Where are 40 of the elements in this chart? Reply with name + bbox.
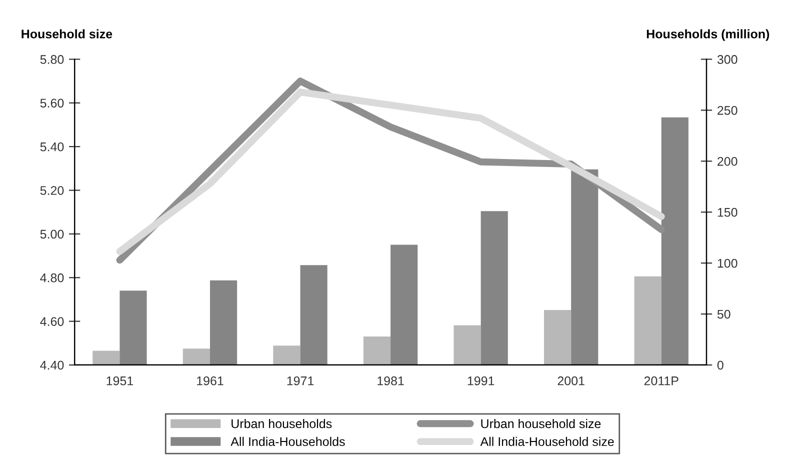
y2-tick-label: 300 <box>717 55 738 64</box>
x-tick-label: 1961 <box>197 376 224 386</box>
x-tick-label: 2001 <box>558 376 584 386</box>
y-axis-title: Household size <box>22 29 112 38</box>
y2-tick-label: 250 <box>718 106 738 115</box>
bar <box>634 276 662 365</box>
bar <box>92 350 120 365</box>
x-tick-label: 1981 <box>378 376 404 386</box>
legend-label: Urban households <box>232 418 332 428</box>
x-tick-label: 1971 <box>287 376 314 386</box>
bar <box>210 280 238 365</box>
y-tick-label: 5.40 <box>40 142 64 152</box>
bar <box>273 346 300 365</box>
x-tick-label: 1951 <box>106 376 134 386</box>
bar <box>300 265 328 365</box>
bar <box>544 310 572 365</box>
y2-tick-label: 0 <box>717 360 724 370</box>
x-tick-label: 1991 <box>468 376 494 386</box>
bar <box>363 336 391 365</box>
bar <box>390 244 418 365</box>
y-tick-label: 5.60 <box>40 98 64 108</box>
y-tick-label: 4.40 <box>40 360 64 370</box>
bar <box>480 211 508 365</box>
y-tick-label: 4.80 <box>40 273 64 282</box>
x-tick-label: 2011P <box>644 376 678 386</box>
y2-axis-title: Households (million) <box>646 29 770 41</box>
legend-label: All India-Households <box>230 436 345 446</box>
y-tick-label: 5.20 <box>40 186 64 195</box>
y-tick-label: 5.00 <box>40 230 64 239</box>
y2-tick-label: 100 <box>718 258 738 268</box>
legend-label: All India-Household size <box>480 436 614 446</box>
y2-tick-label: 50 <box>717 310 730 319</box>
bar <box>454 325 481 365</box>
bar <box>120 290 147 365</box>
legend-label: Urban household size <box>481 418 601 428</box>
y2-tick-label: 200 <box>718 156 738 166</box>
y-tick-label: 4.60 <box>40 317 64 326</box>
bar <box>182 348 210 365</box>
y-tick-label: 5.80 <box>40 55 64 64</box>
y2-tick-label: 150 <box>718 208 738 217</box>
